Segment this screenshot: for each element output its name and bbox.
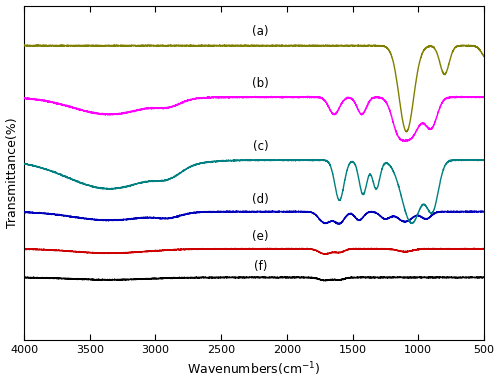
Text: (b): (b) [252,77,269,90]
Text: (f): (f) [254,260,268,273]
Text: (d): (d) [252,193,269,206]
Text: (c): (c) [253,140,268,153]
Text: (e): (e) [252,230,269,243]
X-axis label: Wavenumbers(cm$^{-1}$): Wavenumbers(cm$^{-1}$) [188,361,321,379]
Text: (a): (a) [252,25,269,38]
Y-axis label: Transmittance(%): Transmittance(%) [6,118,18,228]
